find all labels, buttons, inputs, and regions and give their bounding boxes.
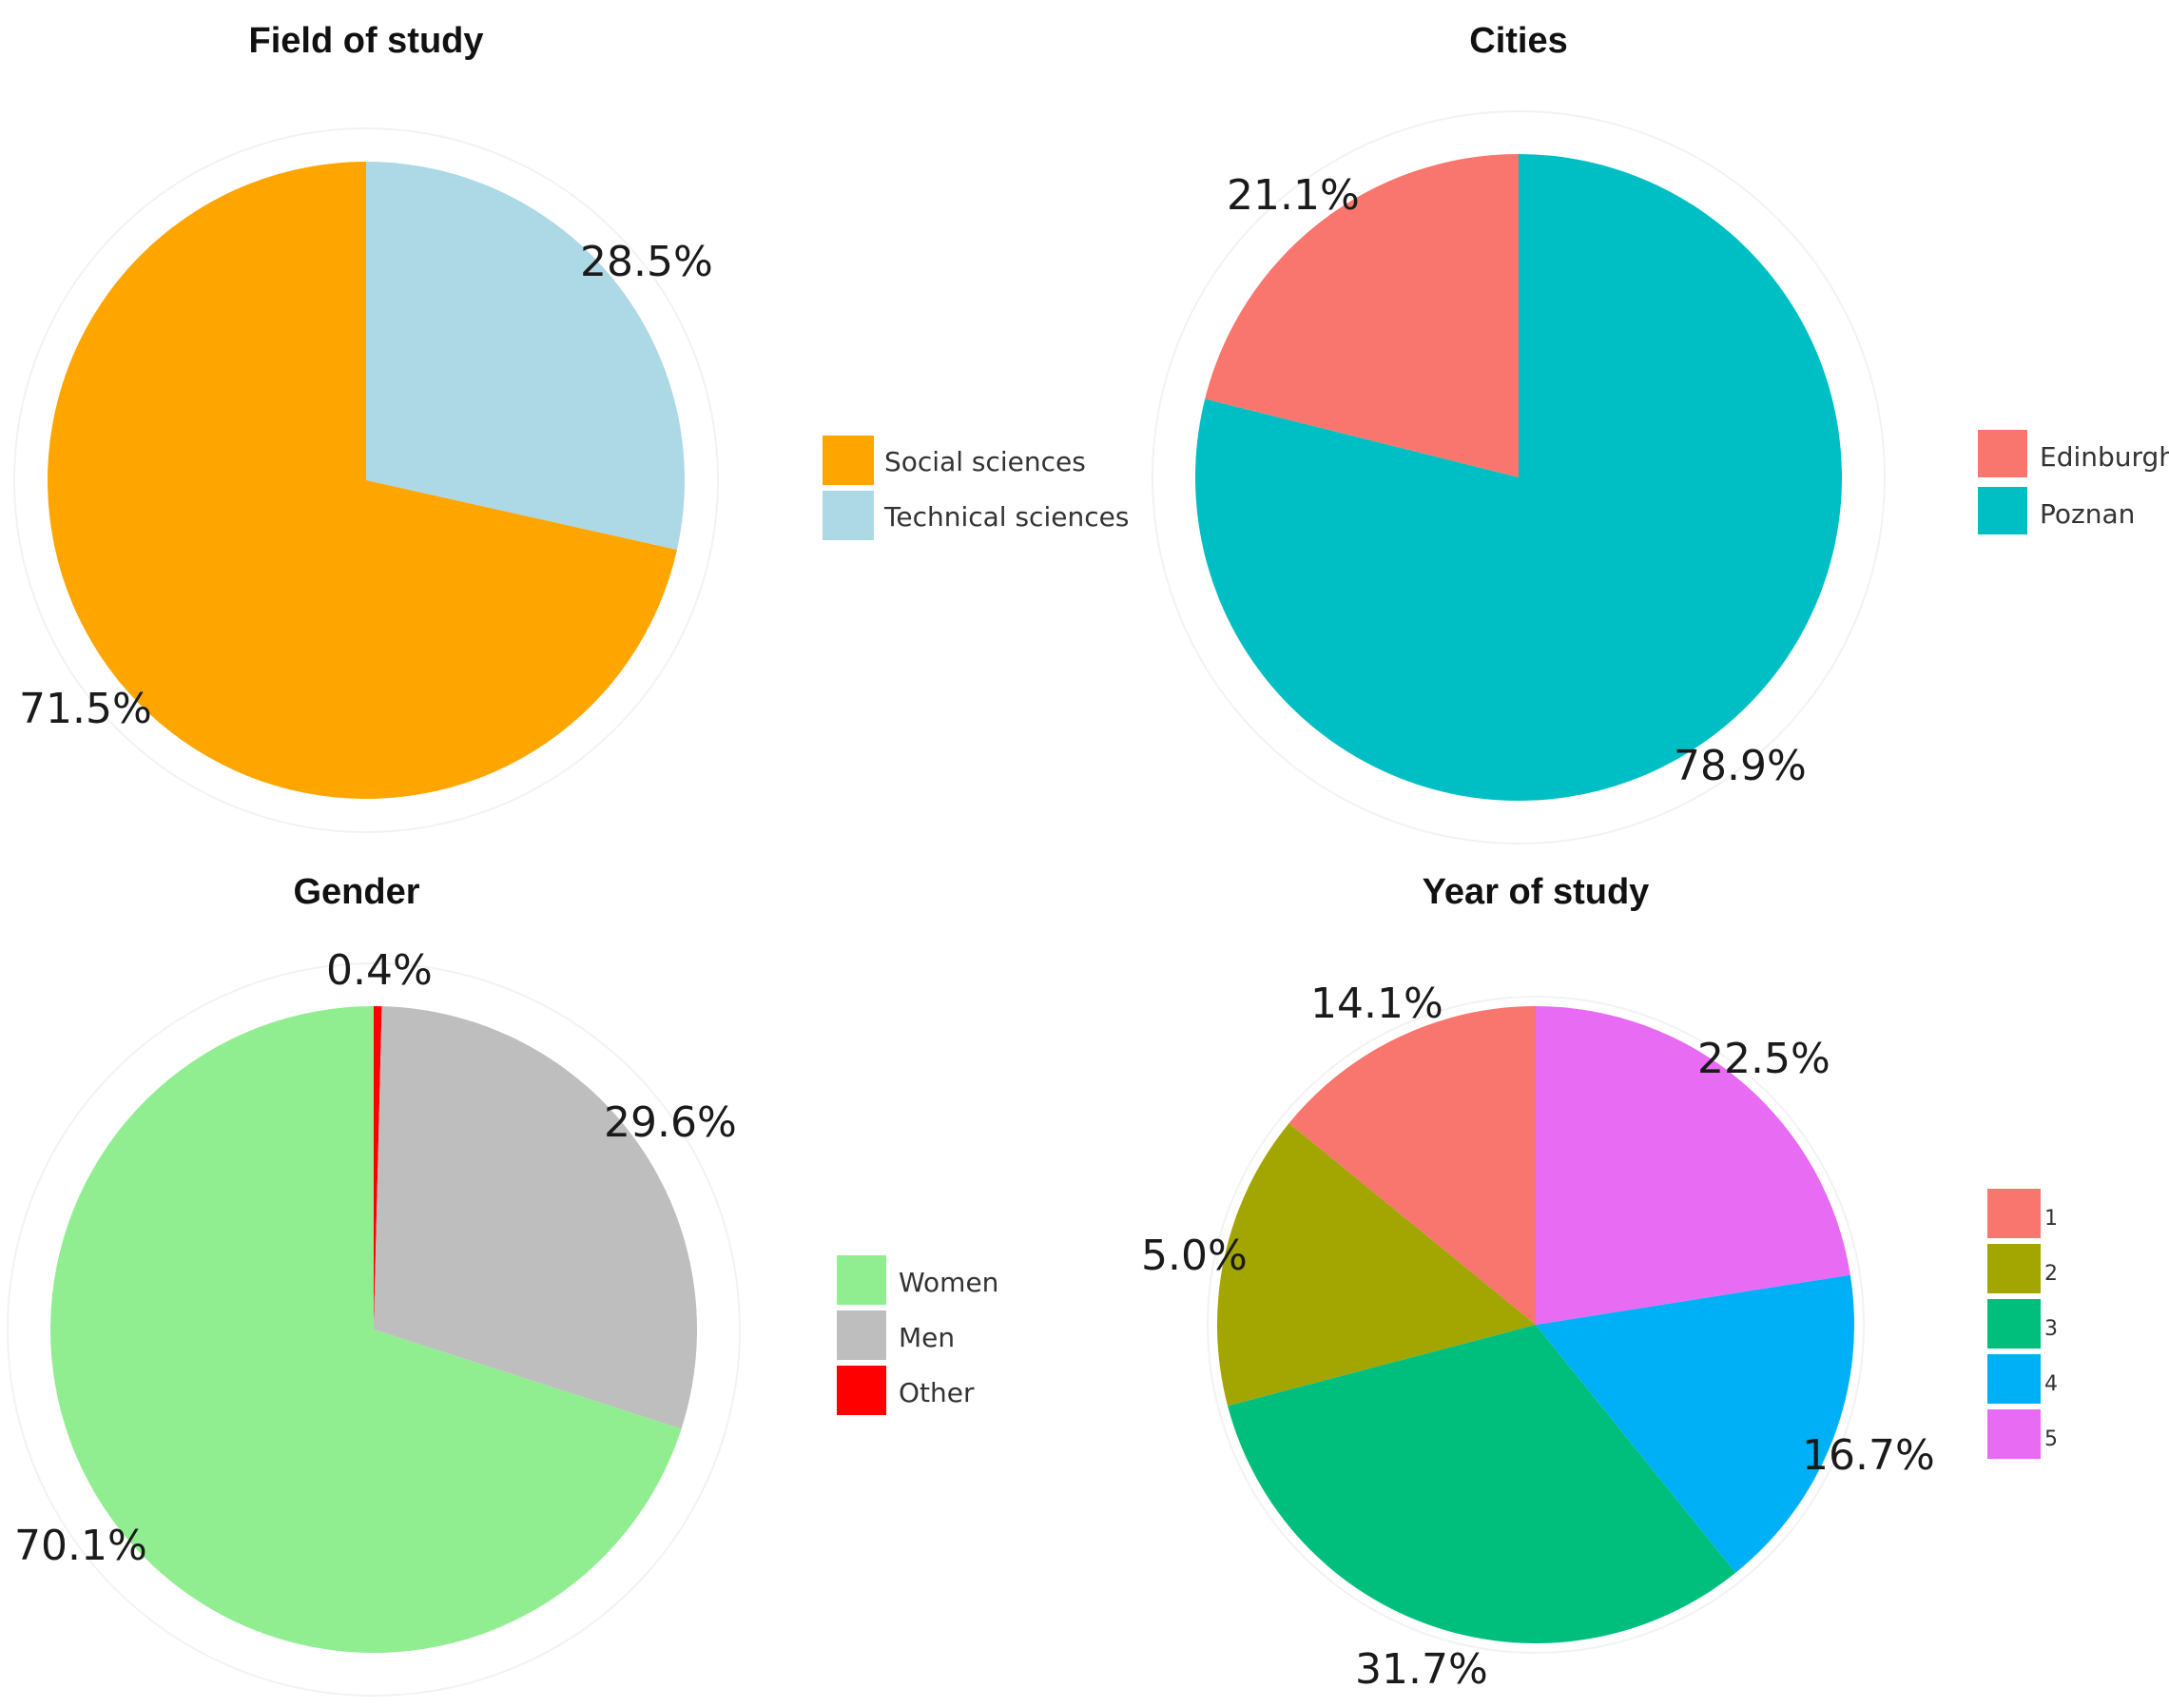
slice-label-year-2: 5.0%	[1141, 1232, 1248, 1280]
panel-outer-ring	[1152, 110, 1886, 844]
pie-slice-technical-sciences	[366, 162, 685, 551]
slice-label-year-3: 31.7%	[1355, 1645, 1488, 1694]
chart-year-of-study: Year of study 14.1% 5.0% 31.7% 16.7% 22.…	[1141, 872, 2058, 1694]
legend: Edinburgh Poznan	[1978, 430, 2169, 534]
slice-label-year-4: 16.7%	[1802, 1431, 1935, 1480]
pie-slice-poznan	[1195, 154, 1843, 801]
chart-cities: Cities 21.1% 78.9% Edinburgh Poznan	[1152, 21, 2169, 844]
pie-slice-4	[1536, 1274, 1854, 1573]
legend-swatch-year-1	[1987, 1189, 2041, 1238]
pie-slice-1	[1288, 1006, 1536, 1325]
pie-slice-3	[1228, 1325, 1736, 1644]
legend-label-poznan: Poznan	[2040, 498, 2135, 530]
pie-slices	[47, 162, 685, 799]
legend: 1 2 3 4 5	[1987, 1189, 2058, 1459]
legend-swatch-other	[837, 1366, 886, 1415]
legend-label-year-4: 4	[2044, 1372, 2058, 1396]
legend-label-year-2: 2	[2044, 1262, 2058, 1286]
legend-swatch-edinburgh	[1978, 430, 2027, 477]
legend-swatch-women	[837, 1255, 886, 1305]
legend-label-social-sciences: Social sciences	[884, 446, 1086, 477]
chart-title: Cities	[1469, 21, 1567, 61]
pie-slice-2	[1217, 1123, 1536, 1407]
legend-label-women: Women	[899, 1267, 998, 1298]
legend-swatch-year-3	[1987, 1299, 2041, 1349]
legend-swatch-year-4	[1987, 1354, 2041, 1404]
pie-slices	[1195, 154, 1843, 801]
pie-slice-women	[50, 1006, 682, 1653]
pie-slice-5	[1536, 1006, 1850, 1325]
pie-slice-edinburgh	[1205, 154, 1519, 477]
panel-outer-ring	[7, 962, 741, 1697]
slice-label-year-1: 14.1%	[1310, 980, 1443, 1028]
legend-label-men: Men	[899, 1322, 955, 1353]
slice-label-poznan: 78.9%	[1674, 742, 1807, 790]
legend-swatch-poznan	[1978, 487, 2027, 534]
legend-swatch-year-5	[1987, 1409, 2041, 1459]
chart-field-of-study: Field of study 71.5% 28.5% Social scienc…	[13, 21, 1129, 833]
legend-label-edinburgh: Edinburgh	[2040, 441, 2169, 473]
slice-label-year-5: 22.5%	[1697, 1035, 1830, 1083]
slice-label-other: 0.4%	[326, 946, 433, 995]
legend-label-year-3: 3	[2044, 1317, 2058, 1341]
legend-label-year-1: 1	[2044, 1207, 2058, 1231]
legend: Social sciences Technical sciences	[823, 436, 1129, 540]
slice-label-men: 29.6%	[604, 1098, 737, 1147]
legend-swatch-men	[837, 1310, 886, 1360]
panel-outer-ring	[1207, 996, 1865, 1654]
pie-slice-men	[374, 1006, 697, 1429]
pie-slice-social-sciences	[47, 162, 677, 799]
legend-swatch-year-2	[1987, 1244, 2041, 1293]
chart-title: Field of study	[249, 21, 484, 61]
slice-label-technical-sciences: 28.5%	[580, 238, 713, 286]
legend-label-other: Other	[899, 1377, 975, 1408]
legend-label-year-5: 5	[2044, 1427, 2058, 1451]
chart-title: Year of study	[1423, 872, 1650, 912]
panel-outer-ring	[13, 127, 719, 833]
legend-swatch-social-sciences	[823, 436, 874, 485]
legend-label-technical-sciences: Technical sciences	[883, 501, 1129, 533]
pie-slices	[50, 1006, 697, 1653]
pie-slice-other	[374, 1006, 382, 1330]
chart-title: Gender	[293, 872, 419, 912]
legend-swatch-technical-sciences	[823, 491, 874, 540]
chart-gender: Gender 70.1% 29.6% 0.4% Women Men Other	[7, 872, 998, 1697]
slice-label-edinburgh: 21.1%	[1227, 171, 1360, 220]
pie-slices	[1217, 1006, 1854, 1644]
slice-label-social-sciences: 71.5%	[19, 685, 152, 733]
legend: Women Men Other	[837, 1255, 998, 1415]
slice-label-women: 70.1%	[14, 1522, 147, 1570]
